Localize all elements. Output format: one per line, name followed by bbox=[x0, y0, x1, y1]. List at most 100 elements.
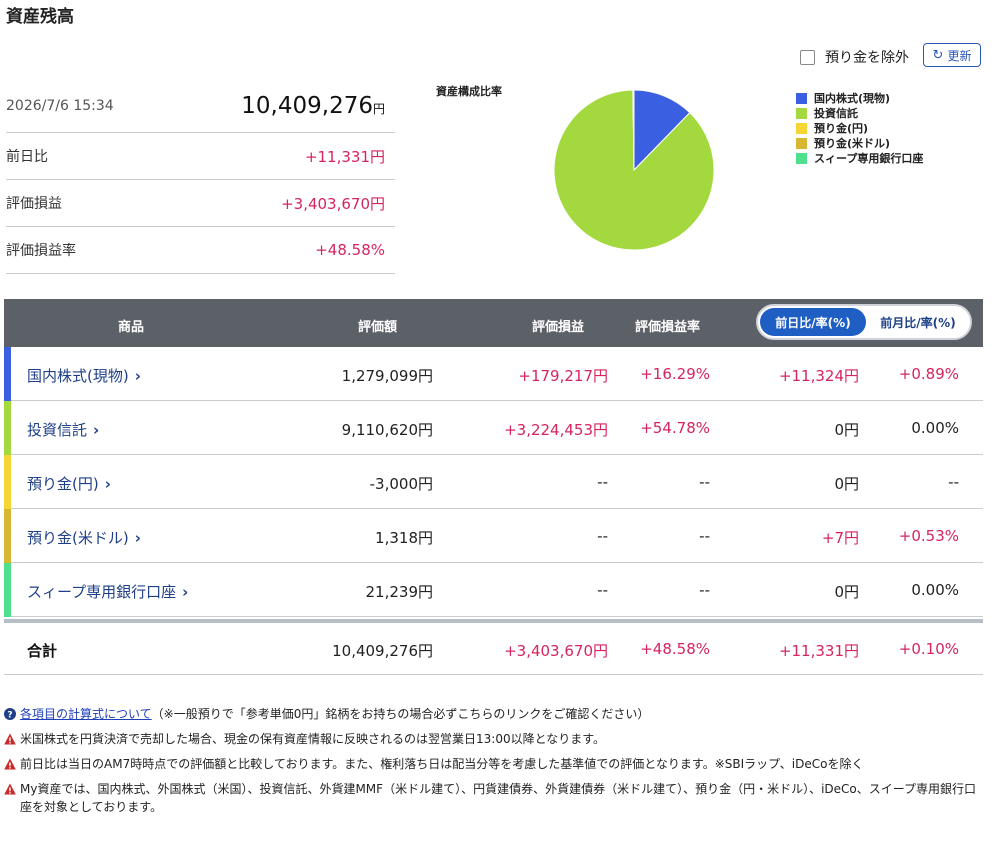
note-item: ! 米国株式を円貨決済で売却した場合、現金の保有資産情報に反映されるのは翌営業日… bbox=[4, 730, 979, 748]
row-color-bar bbox=[4, 401, 11, 455]
total-gain-rate: +48.58% bbox=[640, 640, 710, 658]
total-row: 合計 10,409,276円 +3,403,670円 +48.58% +11,3… bbox=[4, 619, 983, 675]
row-gain-rate: +16.29% bbox=[640, 365, 710, 383]
legend-swatch bbox=[796, 93, 807, 104]
help-icon: ? bbox=[4, 708, 16, 720]
chevron-right-icon: › bbox=[93, 421, 100, 439]
header-gain-rate: 評価損益率 bbox=[635, 320, 701, 335]
header-gain: 評価損益 bbox=[532, 320, 585, 335]
row-value: -3,000円 bbox=[369, 475, 433, 493]
tab-day-change[interactable]: 前日比/率(%) bbox=[760, 308, 866, 336]
total-label: 合計 bbox=[27, 642, 58, 660]
note-text: 米国株式を円貨決済で売却した場合、現金の保有資産情報に反映されるのは翌営業日13… bbox=[20, 732, 606, 746]
row-diff-rate: +0.53% bbox=[898, 527, 959, 545]
summary-row: 前日比 +11,331円 bbox=[6, 133, 395, 180]
legend-label: スィープ専用銀行口座 bbox=[814, 152, 924, 165]
row-product-link[interactable]: 国内株式(現物) › bbox=[27, 367, 141, 385]
pie-slice-4 bbox=[632, 89, 635, 171]
row-diff: +7円 bbox=[821, 529, 859, 547]
row-value: 1,279,099円 bbox=[341, 367, 433, 385]
total-value: 10,409,276円 bbox=[332, 642, 433, 660]
table-row: 国内株式(現物) › 1,279,099円 +179,217円 +16.29% +… bbox=[4, 347, 983, 401]
summary-row: 評価損益率 +48.58% bbox=[6, 227, 395, 274]
summary-value: +11,331円 bbox=[304, 147, 385, 166]
total-gain: +3,403,670円 bbox=[504, 642, 608, 660]
row-gain-rate: -- bbox=[699, 527, 710, 545]
svg-text:!: ! bbox=[8, 787, 12, 796]
tab-month-change[interactable]: 前月比/率(%) bbox=[880, 315, 956, 330]
warning-icon: ! bbox=[4, 733, 16, 745]
row-gain-rate: -- bbox=[699, 581, 710, 599]
summary-panel: 2026/7/6 15:34 10,409,276円 前日比 +11,331円 … bbox=[6, 80, 395, 274]
warning-icon: ! bbox=[4, 758, 16, 770]
row-gain: -- bbox=[597, 527, 608, 545]
exclude-deposit-toggle[interactable]: 預り金を除外 bbox=[800, 47, 909, 67]
row-color-bar bbox=[4, 455, 11, 509]
header-product: 商品 bbox=[118, 320, 145, 335]
row-diff: 0円 bbox=[834, 475, 859, 493]
total-diff-rate: +0.10% bbox=[898, 640, 959, 658]
holdings-table: 商品 評価額 評価損益 評価損益率 前日比/率(%) 前月比/率(%) 国内株式… bbox=[4, 299, 983, 617]
chevron-right-icon: › bbox=[134, 367, 141, 385]
row-diff-rate: +0.89% bbox=[898, 365, 959, 383]
row-gain: +179,217円 bbox=[518, 367, 608, 385]
pie-legend: 国内株式(現物) 投資信託 預り金(円) 預り金(米ドル) スィープ専用銀行口座 bbox=[796, 91, 923, 166]
summary-value: +3,403,670円 bbox=[281, 194, 385, 213]
legend-swatch bbox=[796, 123, 807, 134]
row-color-bar bbox=[4, 347, 11, 401]
table-row: 預り金(米ドル) › 1,318円 -- -- +7円 +0.53% bbox=[4, 509, 983, 563]
row-product-link[interactable]: スィープ専用銀行口座 › bbox=[27, 583, 189, 601]
legend-item: スィープ専用銀行口座 bbox=[796, 151, 923, 166]
refresh-button[interactable]: ↻ 更新 bbox=[923, 43, 981, 67]
row-product-link[interactable]: 投資信託 › bbox=[27, 421, 100, 439]
row-value: 21,239円 bbox=[365, 583, 434, 601]
row-value: 1,318円 bbox=[375, 529, 433, 547]
note-item: ! My資産では、国内株式、外国株式（米国）、投資信託、外貨建MMF（米ドル建て… bbox=[4, 780, 979, 816]
legend-swatch bbox=[796, 138, 807, 149]
row-diff-rate: 0.00% bbox=[911, 581, 959, 599]
svg-text:?: ? bbox=[7, 711, 12, 721]
row-diff: 0円 bbox=[834, 421, 859, 439]
svg-text:!: ! bbox=[8, 762, 12, 771]
legend-label: 預り金(円) bbox=[814, 122, 869, 135]
row-product-link[interactable]: 預り金(円) › bbox=[27, 475, 111, 493]
refresh-icon: ↻ bbox=[932, 47, 944, 63]
summary-label: 前日比 bbox=[6, 149, 48, 165]
row-diff: +11,324円 bbox=[778, 367, 859, 385]
row-product-link[interactable]: 預り金(米ドル) › bbox=[27, 529, 141, 547]
note-text: 前日比は当日のAM7時時点での評価額と比較しております。また、権利落ち日は配当分… bbox=[20, 757, 864, 771]
row-diff: 0円 bbox=[834, 583, 859, 601]
legend-item: 投資信託 bbox=[796, 106, 923, 121]
calc-formula-link[interactable]: 各項目の計算式について bbox=[20, 707, 152, 721]
exclude-label: 預り金を除外 bbox=[825, 50, 909, 66]
comparison-toggle: 前日比/率(%) 前月比/率(%) bbox=[756, 304, 972, 340]
row-gain: -- bbox=[597, 581, 608, 599]
legend-label: 預り金(米ドル) bbox=[814, 137, 891, 150]
row-gain: -- bbox=[597, 473, 608, 491]
summary-label: 評価損益率 bbox=[6, 243, 76, 259]
summary-datetime: 2026/7/6 15:34 bbox=[6, 98, 114, 114]
table-header: 商品 評価額 評価損益 評価損益率 前日比/率(%) 前月比/率(%) bbox=[4, 299, 983, 347]
row-value: 9,110,620円 bbox=[341, 421, 433, 439]
chevron-right-icon: › bbox=[134, 529, 141, 547]
note-item: ? 各項目の計算式について（※一般預りで「参考単価0円」銘柄をお持ちの場合必ずこ… bbox=[4, 705, 979, 723]
pie-title: 資産構成比率 bbox=[436, 85, 502, 98]
asset-pie-chart bbox=[553, 89, 715, 251]
row-diff-rate: -- bbox=[948, 473, 959, 491]
table-row: 預り金(円) › -3,000円 -- -- 0円 -- bbox=[4, 455, 983, 509]
svg-text:!: ! bbox=[8, 737, 12, 746]
warning-icon: ! bbox=[4, 783, 16, 795]
legend-swatch bbox=[796, 153, 807, 164]
legend-item: 国内株式(現物) bbox=[796, 91, 923, 106]
total-diff: +11,331円 bbox=[778, 642, 859, 660]
chevron-right-icon: › bbox=[104, 475, 111, 493]
notes-section: ? 各項目の計算式について（※一般預りで「参考単価0円」銘柄をお持ちの場合必ずこ… bbox=[4, 705, 979, 823]
calc-formula-suffix: （※一般預りで「参考単価0円」銘柄をお持ちの場合必ずこちらのリンクをご確認くださ… bbox=[151, 707, 650, 721]
header-value: 評価額 bbox=[358, 320, 398, 335]
row-gain-rate: -- bbox=[699, 473, 710, 491]
row-diff-rate: 0.00% bbox=[911, 419, 959, 437]
exclude-checkbox[interactable] bbox=[800, 49, 815, 65]
table-row: 投資信託 › 9,110,620円 +3,224,453円 +54.78% 0円 … bbox=[4, 401, 983, 455]
summary-label: 評価損益 bbox=[6, 196, 62, 212]
legend-item: 預り金(米ドル) bbox=[796, 136, 923, 151]
